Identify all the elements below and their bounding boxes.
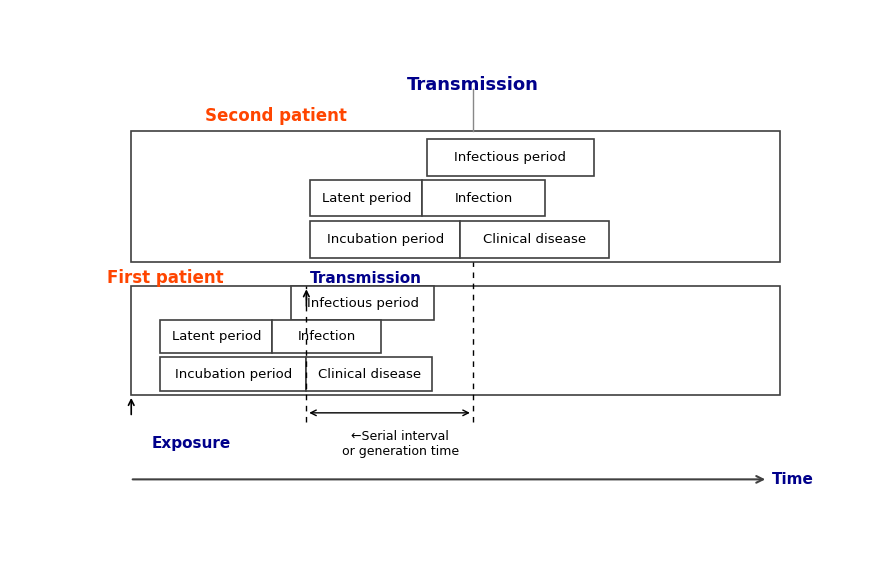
Text: Time: Time xyxy=(772,472,813,487)
Text: Transmission: Transmission xyxy=(310,271,421,286)
Text: Infectious period: Infectious period xyxy=(307,297,419,309)
Bar xyxy=(272,320,381,353)
Bar xyxy=(422,180,545,217)
Text: First patient: First patient xyxy=(107,270,223,287)
Text: Transmission: Transmission xyxy=(406,75,539,94)
Bar xyxy=(310,221,460,257)
Bar xyxy=(160,320,272,353)
Bar xyxy=(292,286,434,320)
Bar xyxy=(460,221,609,257)
Text: ←Serial interval
or generation time: ←Serial interval or generation time xyxy=(342,430,459,458)
Text: Infectious period: Infectious period xyxy=(455,151,567,164)
Text: Second patient: Second patient xyxy=(205,107,347,124)
Bar xyxy=(160,357,307,391)
Bar xyxy=(310,180,422,217)
Bar xyxy=(131,131,780,262)
Bar xyxy=(307,357,432,391)
Text: Incubation period: Incubation period xyxy=(327,233,444,246)
Text: Exposure: Exposure xyxy=(152,437,231,452)
Text: Clinical disease: Clinical disease xyxy=(318,367,420,381)
Bar xyxy=(131,286,780,395)
Text: Clinical disease: Clinical disease xyxy=(483,233,586,246)
Text: Incubation period: Incubation period xyxy=(175,367,292,381)
Text: Latent period: Latent period xyxy=(321,192,411,204)
Bar xyxy=(427,139,594,176)
Text: Infection: Infection xyxy=(298,330,356,343)
Text: Latent period: Latent period xyxy=(172,330,261,343)
Text: Infection: Infection xyxy=(455,192,512,204)
